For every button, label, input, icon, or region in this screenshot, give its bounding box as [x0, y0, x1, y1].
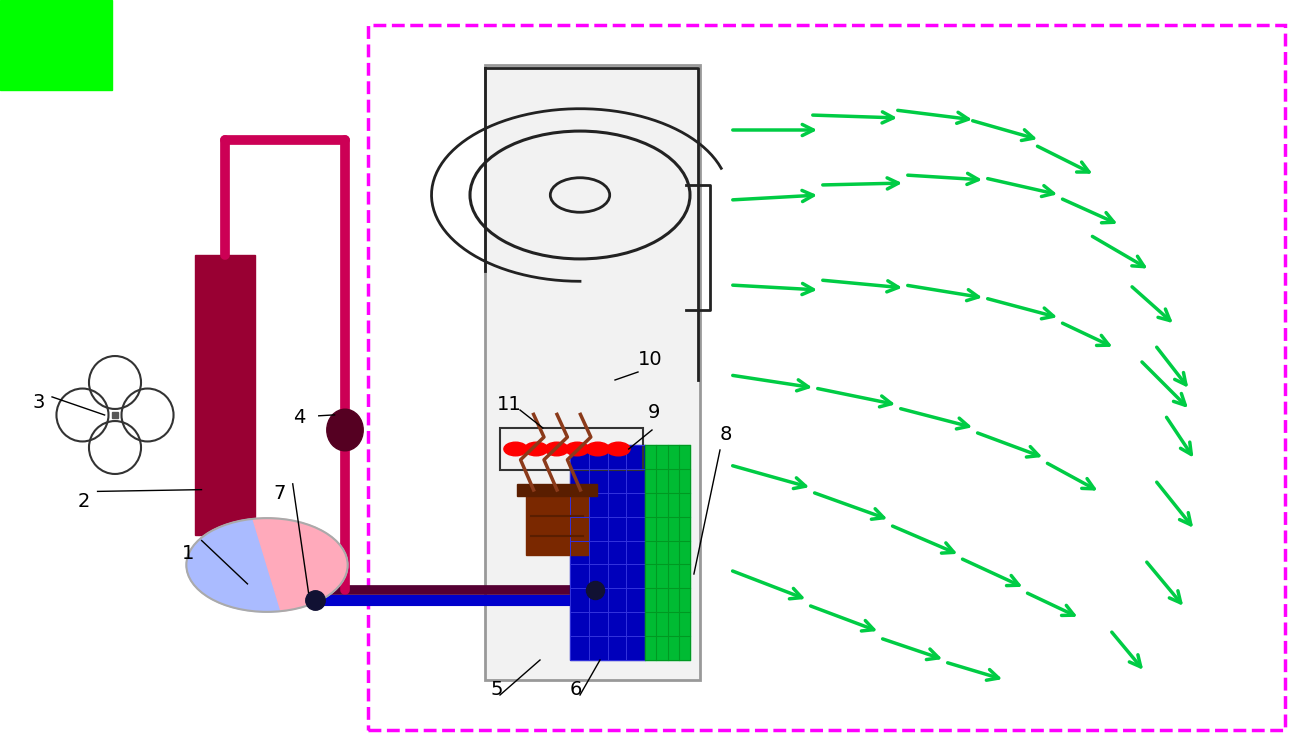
Bar: [195, 255, 255, 535]
Ellipse shape: [327, 409, 363, 451]
Bar: [645, 445, 690, 660]
Text: 2: 2: [78, 491, 91, 510]
Circle shape: [585, 442, 609, 456]
Wedge shape: [186, 519, 281, 612]
Text: 5: 5: [490, 680, 502, 699]
Text: 9: 9: [648, 403, 661, 422]
Text: 10: 10: [637, 350, 662, 369]
Bar: [485, 65, 700, 680]
Text: 7: 7: [273, 484, 286, 503]
Text: 11: 11: [497, 395, 522, 414]
Bar: [368, 25, 1285, 730]
Text: 6: 6: [570, 680, 583, 699]
Text: 1: 1: [182, 544, 195, 563]
Circle shape: [503, 442, 527, 456]
Bar: [570, 445, 645, 660]
Circle shape: [566, 442, 589, 456]
Bar: [0, 0, 112, 90]
Text: 8: 8: [719, 425, 732, 444]
Bar: [500, 428, 643, 470]
Wedge shape: [252, 518, 347, 611]
Bar: [516, 484, 597, 496]
Circle shape: [545, 442, 569, 456]
Bar: [526, 490, 588, 555]
Circle shape: [606, 442, 630, 456]
Circle shape: [524, 442, 548, 456]
Text: 3: 3: [33, 393, 46, 412]
Text: 4: 4: [293, 408, 306, 427]
